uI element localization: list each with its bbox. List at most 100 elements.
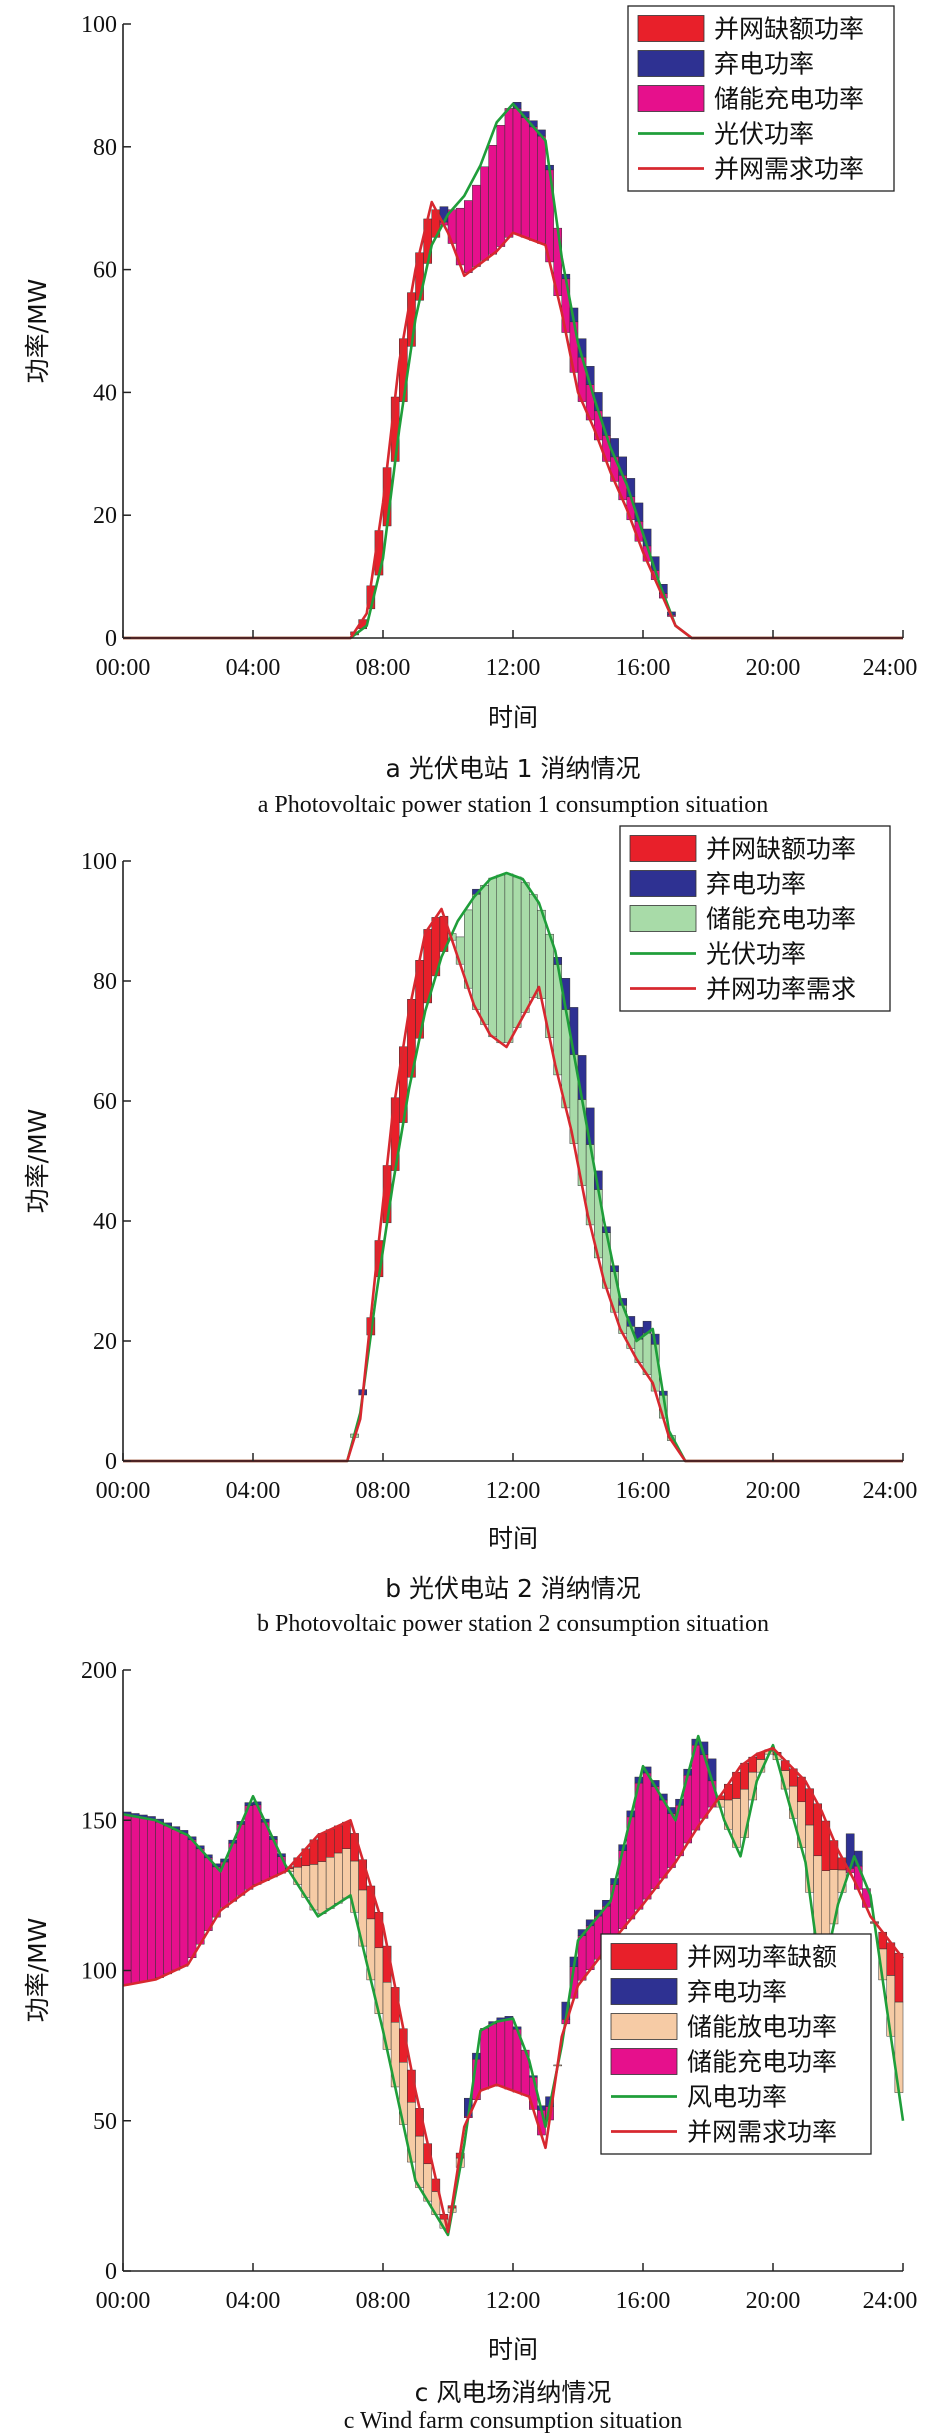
- charge-bar: [480, 2028, 489, 2090]
- y-tick-label: 100: [81, 1959, 117, 1985]
- legend-swatch: [629, 870, 697, 897]
- legend-swatch: [610, 2048, 678, 2075]
- x-tick-label: 04:00: [226, 2288, 281, 2314]
- charge-bar: [480, 885, 489, 1025]
- legend-swatch: [629, 905, 697, 932]
- x-tick-label: 12:00: [486, 1478, 541, 1504]
- y-axis-label: 功率/MW: [23, 1109, 52, 1214]
- x-tick-label: 16:00: [616, 1478, 671, 1504]
- charge-bar: [512, 876, 522, 1028]
- charge-bar: [488, 145, 498, 255]
- x-axis-label: 时间: [488, 2335, 538, 2364]
- charge-bar: [455, 936, 465, 965]
- y-axis-label: 功率/MW: [23, 1918, 52, 2023]
- demand-power-line: [123, 200, 903, 640]
- discharge-bar: [334, 1852, 343, 1904]
- charge-bar: [187, 1839, 197, 1958]
- charge-bar: [171, 1829, 181, 1971]
- y-axis-label: 功率/MW: [23, 279, 52, 384]
- x-tick-label: 08:00: [356, 655, 411, 681]
- legend-label: 并网缺额功率: [714, 15, 864, 44]
- y-tick-label: 40: [93, 380, 117, 406]
- x-tick-label: 24:00: [863, 655, 918, 681]
- shortfall-bar: [358, 1859, 368, 1891]
- charge-bar: [252, 1804, 262, 1885]
- charge-bar: [504, 2019, 514, 2090]
- legend-label: 储能充电功率: [714, 85, 864, 114]
- caption-en-b: b Photovoltaic power station 2 consumpti…: [257, 1611, 769, 1637]
- charge-bar: [634, 1782, 644, 1910]
- x-ticks-c: 00:00 04:00 08:00 12:00 16:00 20:00 24:00: [96, 2263, 918, 2314]
- legend-label: 弃电功率: [714, 50, 814, 79]
- shortfall-bar: [740, 1762, 749, 1790]
- charge-bar: [496, 125, 506, 247]
- charge-bar: [585, 1925, 595, 1970]
- charge-bar: [520, 882, 530, 1013]
- caption-cn-b: b 光伏电站 2 消纳情况: [385, 1574, 641, 1603]
- x-tick-label: 12:00: [486, 2288, 541, 2314]
- y-tick-label: 200: [81, 1658, 117, 1684]
- discharge-bar: [886, 1975, 896, 2037]
- x-tick-label: 08:00: [356, 2288, 411, 2314]
- x-tick-label: 00:00: [96, 655, 151, 681]
- charge-bar: [464, 200, 473, 273]
- charge-bar: [163, 1825, 173, 1975]
- legend-swatch: [610, 1978, 678, 2005]
- charge-bar: [512, 108, 522, 235]
- charge-bar: [472, 894, 481, 1010]
- x-tick-label: 08:00: [356, 1478, 411, 1504]
- x-tick-label: 20:00: [746, 655, 801, 681]
- charge-bar: [529, 894, 538, 998]
- charge-bar: [667, 1813, 676, 1868]
- legend-label: 并网需求功率: [687, 2118, 837, 2147]
- legend-swatch: [637, 50, 705, 77]
- legend-label: 并网缺额功率: [706, 835, 856, 864]
- charge-bar: [147, 1819, 156, 1981]
- x-tick-label: 24:00: [863, 2288, 918, 2314]
- demand-power-line: [123, 907, 903, 1463]
- charge-bar: [504, 108, 514, 238]
- y-tick-label: 80: [93, 135, 117, 161]
- chart-panel-b: 0 20 40 60 80 100 00:00 04:00 08:00 12:00 16:00 20…: [23, 825, 917, 1637]
- x-axis-label: 时间: [488, 703, 538, 732]
- charge-bar: [155, 1821, 164, 1978]
- charge-bar: [139, 1817, 148, 1983]
- charge-bar: [642, 1772, 652, 1900]
- legend-label: 光伏功率: [714, 120, 814, 149]
- legend-swatch: [637, 15, 705, 42]
- caption-cn-c: c 风电场消纳情况: [415, 2378, 612, 2407]
- x-tick-label: 00:00: [96, 1478, 151, 1504]
- chart-panel-a: 0 20 40 60 80 100 00:00 04:00 08:00 12:00 16:00 20…: [23, 5, 918, 818]
- legend-label: 并网功率缺额: [687, 1943, 837, 1972]
- supply-power-line: [123, 102, 903, 640]
- legend-swatch: [629, 835, 697, 862]
- caption-en-a: a Photovoltaic power station 1 consumpti…: [258, 792, 769, 818]
- x-tick-label: 12:00: [486, 655, 541, 681]
- charge-bar: [496, 2020, 506, 2087]
- legend-label: 储能充电功率: [687, 2048, 837, 2077]
- y-tick-label: 100: [81, 849, 117, 875]
- x-tick-label: 20:00: [746, 1478, 801, 1504]
- legend-label: 弃电功率: [687, 1978, 787, 2007]
- x-tick-label: 16:00: [616, 655, 671, 681]
- legend-swatch: [637, 85, 705, 112]
- charge-bar: [480, 166, 489, 261]
- x-tick-label: 20:00: [746, 2288, 801, 2314]
- discharge-bar: [325, 1857, 335, 1909]
- caption-en-c: c Wind farm consumption situation: [344, 2408, 683, 2433]
- charge-bar: [504, 873, 514, 1043]
- x-axis-label: 时间: [488, 1524, 538, 1553]
- series-lines-b: [123, 871, 903, 1463]
- y-tick-label: 20: [93, 1329, 117, 1355]
- charge-bar: [130, 1816, 140, 1984]
- supply-power-line: [122, 1734, 905, 2237]
- charge-bar: [537, 909, 546, 999]
- legend-box: [600, 1933, 872, 2155]
- y-ticks-b: 0 20 40 60 80 100: [81, 849, 131, 1475]
- legend-label: 储能放电功率: [687, 2013, 837, 2042]
- legend-label: 并网需求功率: [714, 155, 864, 184]
- stacked-bars-a: [350, 102, 676, 636]
- legend-label: 弃电功率: [706, 870, 806, 899]
- y-tick-label: 0: [105, 1449, 117, 1475]
